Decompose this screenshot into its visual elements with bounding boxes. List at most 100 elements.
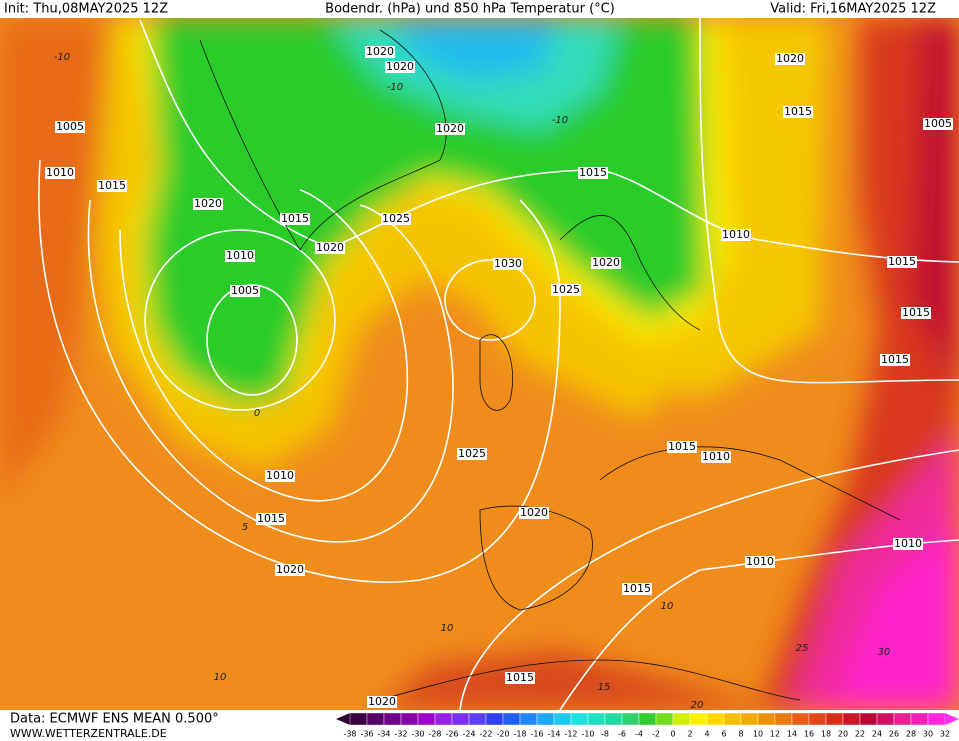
shade bbox=[910, 18, 959, 400]
isobar-label-bg bbox=[923, 118, 953, 130]
colorbar-cell bbox=[740, 712, 759, 726]
colorbar-cell bbox=[383, 712, 402, 726]
colorbar-cell bbox=[808, 712, 827, 726]
colorbar-cell bbox=[893, 712, 912, 726]
temperature-label: 30 bbox=[878, 647, 891, 658]
isobar-label-bg bbox=[775, 53, 805, 65]
colorbar-cell bbox=[757, 712, 776, 726]
map-labels: 1020 1020 1020 1005 1010 1015 1020 1015 1025 1020… bbox=[45, 45, 953, 710]
isobar-label: 1005 bbox=[56, 120, 84, 133]
colorbar-label: 14 bbox=[787, 730, 797, 739]
isobar-label: 1010 bbox=[266, 469, 294, 482]
colorbar-label: -2 bbox=[652, 730, 660, 739]
isobar-label-bg bbox=[265, 470, 295, 482]
isobar-label: 1025 bbox=[552, 283, 580, 296]
colorbar-cell bbox=[468, 712, 487, 726]
colorbar-arrow bbox=[336, 713, 350, 725]
isobar-label: 1030 bbox=[494, 257, 522, 270]
isobar-label-bg bbox=[275, 564, 305, 576]
isobar-label-bg bbox=[367, 696, 397, 708]
data-source: Data: ECMWF ENS MEAN 0.500° bbox=[10, 712, 219, 727]
isobar-label-bg bbox=[701, 451, 731, 463]
map-title: Bodendr. (hPa) und 850 hPa Temperatur (°… bbox=[325, 2, 615, 17]
colorbar-cell bbox=[417, 712, 436, 726]
isobar-label: 1020 bbox=[316, 241, 344, 254]
isobar-label: 1010 bbox=[722, 228, 750, 241]
isobar-label: 1005 bbox=[924, 117, 952, 130]
isobar-label-bg bbox=[887, 256, 917, 268]
colorbar-arrow bbox=[945, 713, 959, 725]
colorbar-label: -20 bbox=[496, 730, 509, 739]
colorbar-label: 2 bbox=[687, 730, 692, 739]
colorbar-label: -22 bbox=[479, 730, 492, 739]
colorbar-label: -28 bbox=[428, 730, 441, 739]
colorbar-label: 4 bbox=[704, 730, 709, 739]
isobar-label-bg bbox=[493, 258, 523, 270]
isobar-label: 1015 bbox=[902, 306, 930, 319]
colorbar-label: -12 bbox=[564, 730, 577, 739]
coastline bbox=[599, 446, 901, 521]
colorbar-label: -16 bbox=[530, 730, 543, 739]
colorbar-cell bbox=[502, 712, 521, 726]
isobar-label-bg bbox=[783, 106, 813, 118]
colorbar-cell bbox=[927, 712, 946, 726]
colorbar-label: -38 bbox=[343, 730, 356, 739]
isobar-label-bg bbox=[622, 583, 652, 595]
isobar-label-bg bbox=[385, 61, 415, 73]
isobar-label: 1020 bbox=[194, 197, 222, 210]
colorbar-cell bbox=[672, 712, 691, 726]
colorbar-label: -36 bbox=[360, 730, 373, 739]
isobar-label: 1025 bbox=[458, 447, 486, 460]
init-time: Init: Thu,08MAY2025 12Z bbox=[4, 2, 168, 17]
isobar-label-bg bbox=[55, 121, 85, 133]
colorbar-label: 30 bbox=[923, 730, 933, 739]
colorbar-cell bbox=[366, 712, 385, 726]
isobar-label-bg bbox=[551, 284, 581, 296]
coastlines bbox=[199, 29, 901, 701]
isobar-label-bg bbox=[256, 513, 286, 525]
map: 1020 1020 1020 1005 1010 1015 1020 1015 1025 1020… bbox=[0, 18, 959, 710]
temperature-label: 0 bbox=[254, 408, 260, 419]
colorbar-cell bbox=[774, 712, 793, 726]
colorbar-label: -30 bbox=[411, 730, 424, 739]
isobar-label: 1015 bbox=[281, 212, 309, 225]
shade bbox=[145, 18, 705, 405]
colorbar-label: -8 bbox=[601, 730, 609, 739]
colorbar: -38 -36 -34 -32 -30 -28 -26 -24 -22 -20 -18 -16 -14-… bbox=[336, 712, 959, 739]
colorbar-label: 12 bbox=[770, 730, 780, 739]
isobar-label-bg bbox=[745, 556, 775, 568]
colorbar-cell bbox=[553, 712, 572, 726]
colorbar-cell bbox=[825, 712, 844, 726]
isobar-label: 1020 bbox=[366, 45, 394, 58]
isobar-label: 1010 bbox=[46, 166, 74, 179]
temperature-label: -10 bbox=[54, 52, 70, 63]
isobar-label-bg bbox=[381, 213, 411, 225]
colorbar-label: 16 bbox=[804, 730, 814, 739]
isobar-label-bg bbox=[315, 242, 345, 254]
colorbar-label: 28 bbox=[906, 730, 916, 739]
isobar bbox=[559, 539, 959, 710]
colorbar-label: -18 bbox=[513, 730, 526, 739]
isobar-label-bg bbox=[365, 46, 395, 58]
colorbar-cell bbox=[910, 712, 929, 726]
isobar-label: 1020 bbox=[368, 695, 396, 708]
colorbar-cell bbox=[604, 712, 623, 726]
isobar-label: 1020 bbox=[520, 506, 548, 519]
isobar-label: 1005 bbox=[231, 284, 259, 297]
colorbar-label: -24 bbox=[462, 730, 475, 739]
colorbar-cell bbox=[434, 712, 453, 726]
isobar-label: 1015 bbox=[888, 255, 916, 268]
isobar-label: 1020 bbox=[436, 122, 464, 135]
isobar-label: 1010 bbox=[894, 537, 922, 550]
colorbar-label: 24 bbox=[872, 730, 882, 739]
colorbar-cell bbox=[791, 712, 810, 726]
isobar bbox=[459, 449, 959, 710]
colorbar-cell bbox=[689, 712, 708, 726]
isobar-label-bg bbox=[193, 198, 223, 210]
isobar-label: 1020 bbox=[276, 563, 304, 576]
colorbar-label: -26 bbox=[445, 730, 458, 739]
colorbar-cell bbox=[842, 712, 861, 726]
colorbar-cell bbox=[859, 712, 878, 726]
isobar-label-bg bbox=[230, 285, 260, 297]
